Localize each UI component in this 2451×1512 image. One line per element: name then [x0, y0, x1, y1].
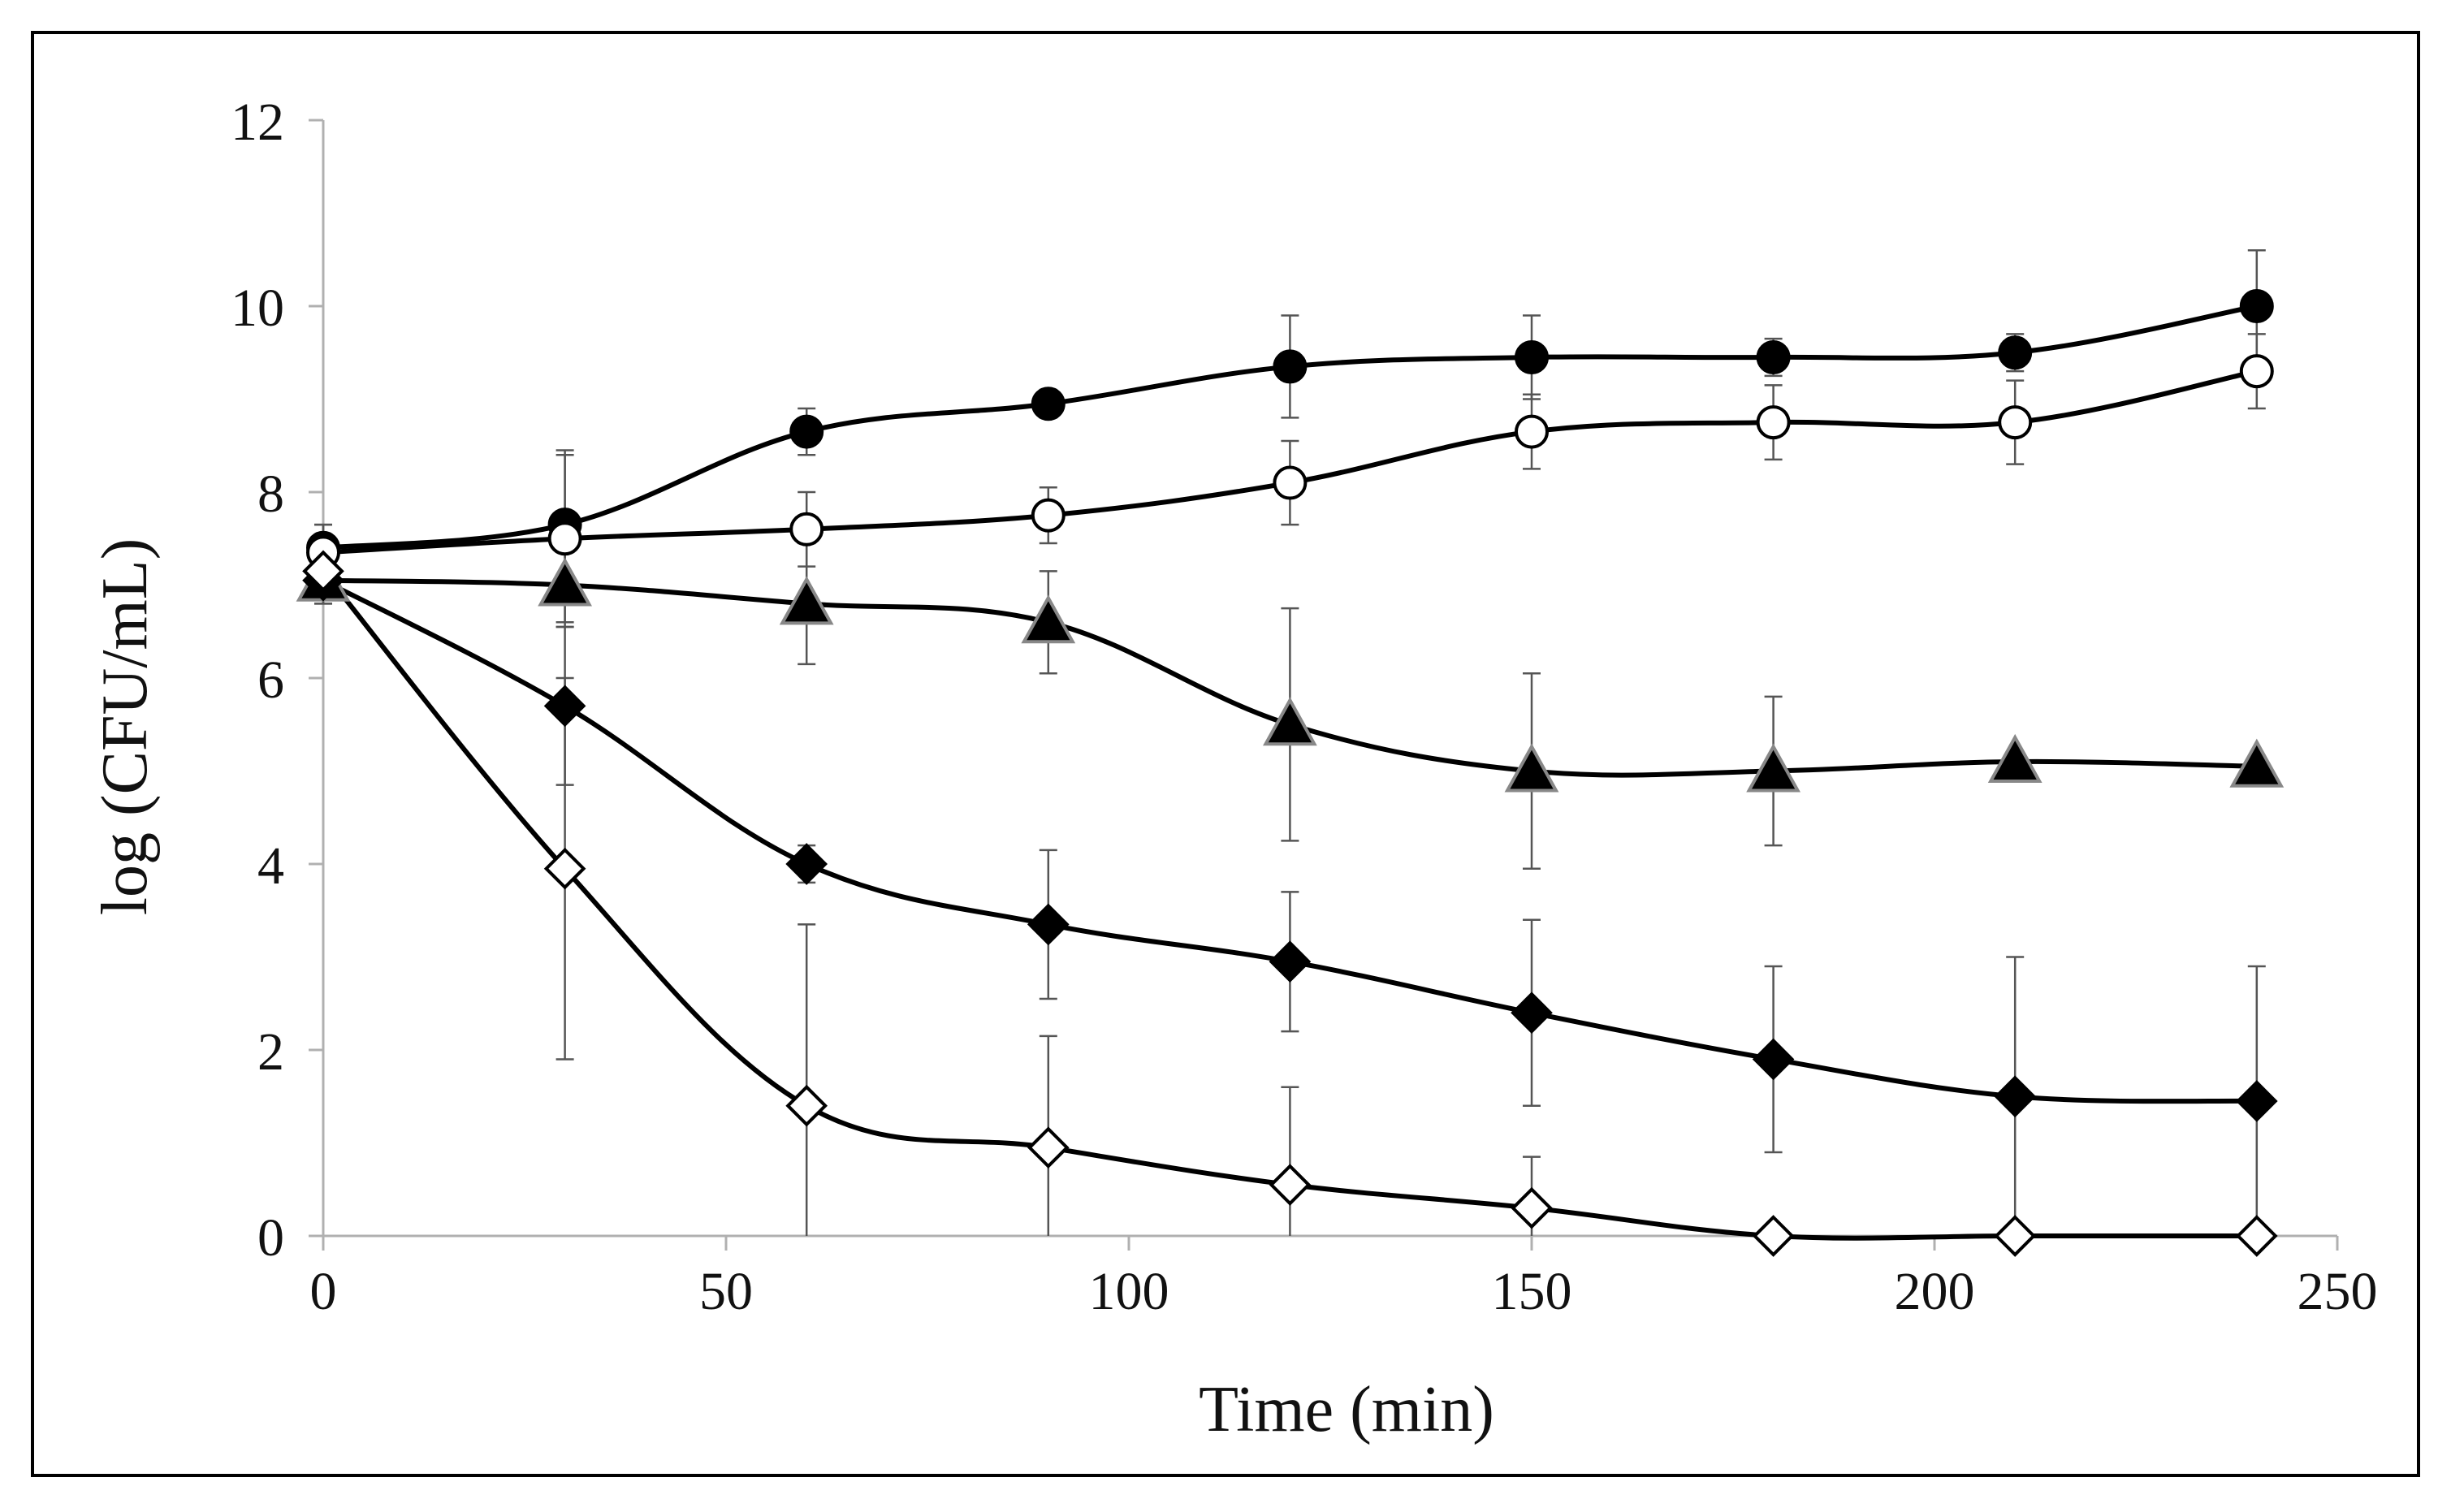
- filled-diamond-point: [1994, 1075, 2037, 1118]
- open-diamond-point: [1994, 1215, 2037, 1257]
- open-circle-point: [1031, 498, 1066, 533]
- filled-triangle-point: [1746, 743, 1800, 793]
- open-circle-point: [1998, 405, 2033, 440]
- open-diamond-point: [302, 550, 344, 593]
- open-diamond-point: [2235, 1215, 2278, 1257]
- y-tick-label: 6: [257, 650, 284, 710]
- y-tick-label: 8: [257, 464, 284, 524]
- open-diamond-point: [1027, 1126, 1070, 1169]
- filled-triangle-point: [2229, 738, 2285, 788]
- filled-circle-point: [1273, 349, 1308, 384]
- open-circle-point: [1515, 414, 1549, 449]
- filled-circle-point: [1515, 339, 1549, 374]
- open-diamond-point: [1511, 1186, 1553, 1229]
- filled-triangle-point: [538, 557, 592, 607]
- filled-diamond-point: [543, 685, 586, 728]
- y-tick-label: 0: [257, 1208, 284, 1268]
- filled-circle-point: [1031, 387, 1066, 421]
- open-circle-point: [789, 512, 824, 546]
- filled-triangle-point: [779, 576, 834, 625]
- filled-diamond-point: [1027, 903, 1070, 946]
- series-markers: [296, 289, 2285, 1257]
- y-tick-label: 12: [231, 93, 284, 152]
- y-axis-label: log (CFU/mL): [89, 538, 161, 915]
- x-tick-label: 200: [1895, 1262, 1975, 1321]
- filled-circle-point: [1998, 335, 2033, 370]
- filled-circle-point: [789, 414, 824, 449]
- filled-triangle-point: [1987, 733, 2042, 784]
- filled-triangle-point: [1504, 743, 1559, 793]
- open-diamond-series-line: [321, 569, 2257, 1241]
- filled-diamond-point: [1269, 940, 1312, 983]
- open-circle-point: [2239, 354, 2274, 389]
- x-tick-label: 100: [1089, 1262, 1169, 1321]
- y-tick-label: 4: [257, 836, 284, 896]
- x-tick-label: 150: [1492, 1262, 1572, 1321]
- open-diamond-point: [1752, 1215, 1795, 1257]
- filled-diamond-point: [2235, 1080, 2278, 1122]
- filled-diamond-point: [785, 843, 828, 885]
- open-diamond-point: [543, 847, 586, 890]
- axes: 0 2 4 6 8 10 12 0 50 100 150 200 250: [231, 93, 2378, 1321]
- filled-circle-point: [1756, 339, 1791, 374]
- figure-frame: [31, 31, 2420, 1477]
- x-tick-label: 0: [310, 1262, 337, 1321]
- filled-diamond-point: [1752, 1038, 1795, 1081]
- open-circle-point: [1756, 405, 1791, 440]
- filled-triangle-point: [1021, 594, 1076, 644]
- filled-circle-point: [2239, 289, 2274, 323]
- x-axis-label: Time (min): [1199, 1374, 1494, 1445]
- open-circle-point: [1273, 465, 1308, 500]
- y-tick-label: 10: [231, 279, 284, 338]
- y-tick-label: 2: [257, 1022, 284, 1082]
- open-circle-point: [547, 521, 582, 556]
- x-tick-label: 250: [2298, 1262, 2378, 1321]
- x-tick-label: 50: [699, 1262, 753, 1321]
- open-diamond-point: [785, 1084, 828, 1127]
- open-diamond-point: [1269, 1164, 1312, 1206]
- filled-triangle-point: [1263, 697, 1317, 746]
- filled-diamond-point: [1511, 991, 1553, 1035]
